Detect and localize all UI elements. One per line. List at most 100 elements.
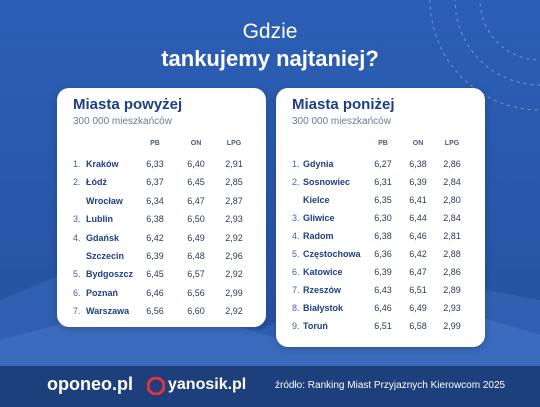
price: 6,60 [187, 306, 205, 317]
price: 6,39 [374, 267, 392, 277]
city: Sosnowiec [303, 177, 351, 187]
rank: 7. [292, 285, 300, 295]
table-subtitle: 300 000 mieszkańców [292, 116, 391, 127]
price: 6,38 [374, 231, 392, 241]
price: 6,58 [409, 321, 427, 331]
rank: 6. [73, 287, 81, 298]
table-card: Miasta poniżej 300 000 mieszkańców PB ON LPG… [276, 88, 485, 347]
price: 2,96 [225, 251, 243, 261]
city: Gdynia [303, 159, 334, 169]
price: 6,37 [146, 177, 164, 188]
city: Kielce [303, 195, 330, 205]
title-line2: tankujemy najtaniej? [161, 46, 379, 71]
price: 2,84 [443, 213, 461, 223]
price: 6,57 [187, 269, 205, 280]
price: 2,92 [225, 232, 243, 243]
price: 6,46 [146, 287, 164, 298]
price: 6,36 [374, 249, 392, 259]
price: 6,33 [146, 159, 164, 169]
price: 6,38 [146, 214, 164, 225]
price: 6,46 [409, 231, 427, 241]
table-subtitle: 300 000 mieszkańców [73, 116, 172, 127]
price: 2,92 [225, 269, 243, 280]
rank: 6. [292, 267, 300, 277]
price: 6,51 [409, 285, 427, 295]
price: 2,99 [443, 321, 461, 331]
price: 2,86 [443, 267, 461, 277]
price: 6,39 [146, 251, 164, 261]
city: Rzeszów [303, 285, 342, 295]
price: 2,92 [225, 306, 243, 317]
price: 2,89 [443, 285, 461, 295]
rank: 5. [73, 269, 81, 280]
price: 6,40 [187, 159, 205, 169]
price: 6,49 [187, 232, 205, 243]
logo-icon [147, 377, 165, 395]
table-title: Miasta poniżej [292, 96, 395, 113]
price: 6,46 [374, 303, 392, 313]
city: Katowice [303, 267, 343, 277]
title-line1: Gdzie [242, 20, 298, 43]
footer: oponeo.pl yanosik.pl źródło: Ranking Mia… [0, 366, 540, 407]
rank: 5. [292, 249, 300, 259]
city: Poznań [86, 287, 119, 298]
price: 2,86 [443, 159, 461, 169]
column-header: PB [378, 140, 388, 147]
city: Białystok [303, 303, 344, 313]
price: 6,30 [374, 213, 392, 223]
city: Warszawa [86, 306, 130, 317]
price: 6,45 [187, 177, 205, 188]
price: 2,81 [443, 231, 461, 241]
price: 6,51 [374, 321, 392, 331]
city: Radom [303, 231, 334, 241]
price: 6,48 [187, 251, 205, 261]
price: 2,84 [443, 177, 461, 187]
column-header: LPG [444, 140, 460, 147]
rank: 4. [73, 232, 81, 243]
source: źródło: Ranking Miast Przyjaznych Kierow… [275, 380, 506, 391]
city: Gdańsk [86, 232, 120, 243]
column-header: PB [150, 140, 160, 147]
price: 2,91 [225, 159, 243, 169]
price: 2,88 [443, 249, 461, 259]
column-header: LPG [226, 140, 242, 147]
rank: 4. [292, 231, 300, 241]
table-card: Miasta powyżej 300 000 mieszkańców PB ON LPG… [57, 88, 266, 327]
price: 6,47 [409, 267, 427, 277]
price: 6,42 [409, 249, 427, 259]
column-header: ON [190, 140, 202, 147]
price: 6,56 [187, 287, 205, 298]
rank: 2. [73, 177, 81, 188]
price: 6,43 [374, 285, 392, 295]
price: 6,39 [409, 177, 427, 187]
rank: 3. [292, 213, 300, 223]
price: 2,99 [225, 287, 243, 298]
price: 2,93 [443, 303, 461, 313]
price: 6,47 [187, 195, 205, 206]
logo-yanosik: yanosik.pl [168, 376, 247, 393]
price: 6,41 [409, 195, 427, 205]
price: 2,85 [225, 177, 243, 188]
rank: 2. [292, 177, 300, 187]
city: Szczecin [86, 251, 125, 261]
rank: 1. [292, 159, 300, 169]
logo-oponeo: oponeo.pl [47, 374, 133, 394]
column-header: ON [412, 140, 424, 147]
price: 6,50 [187, 214, 205, 225]
price: 2,80 [443, 195, 461, 205]
price: 6,45 [146, 269, 164, 280]
city: Kraków [86, 159, 119, 169]
city: Lublin [86, 214, 113, 225]
price: 6,56 [146, 306, 164, 317]
price: 2,93 [225, 214, 243, 225]
city: Bydgoszcz [86, 269, 134, 280]
price: 6,27 [374, 159, 392, 169]
price: 6,38 [409, 159, 427, 169]
city: Toruń [303, 321, 328, 331]
rank: 9. [292, 321, 300, 331]
price: 6,31 [374, 177, 392, 187]
rank: 8. [292, 303, 300, 313]
city: Częstochowa [303, 249, 361, 259]
price: 6,49 [409, 303, 427, 313]
